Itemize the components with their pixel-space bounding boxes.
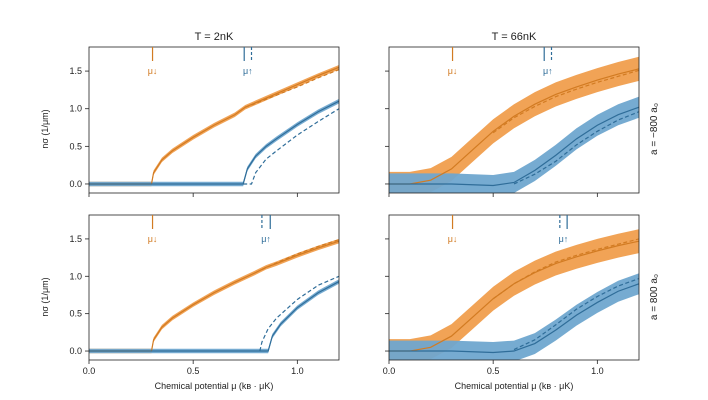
y-tick-label: 0.0: [69, 346, 82, 356]
y-tick-label: 1.0: [69, 104, 82, 114]
line-series-1-2: [89, 280, 339, 352]
dashed-line-series-1-3: [513, 277, 639, 351]
panel-bottom-right: μ↓ μ↑ 0.0 0.5 1.0: [383, 214, 640, 376]
marker-label-1: μ↑: [261, 234, 271, 244]
y-tick-label: 1.5: [69, 234, 82, 244]
dashed-line-series-0-1: [492, 238, 639, 300]
y-axis-label-bottom: nσ (1/μm): [40, 277, 50, 316]
dashed-line-series-1-3: [259, 275, 339, 352]
panel-frame: [388, 214, 640, 361]
x-axis-label-left: Chemical potential μ (kʙ · μK): [155, 381, 274, 391]
marker-label-1: μ↑: [243, 66, 253, 76]
marker-label-0: μ↓: [148, 234, 158, 244]
y-tick-label: 0.0: [69, 179, 82, 189]
band-series-1-2: [89, 279, 339, 354]
marker-label-0: μ↓: [448, 234, 458, 244]
line-series-1-2: [389, 106, 639, 187]
dashed-line-series-0-1: [245, 69, 339, 108]
panel-frame: [88, 214, 340, 361]
y-tick-label: 0.5: [69, 309, 82, 319]
marker-label-0: μ↓: [448, 66, 458, 76]
column-title-right: T = 66nK: [492, 31, 537, 43]
row-label-bottom: a = 800 a₀: [649, 274, 660, 320]
y-tick-label: 1.0: [69, 271, 82, 281]
x-tick-label: 1.0: [291, 366, 304, 376]
x-tick-label: 0.5: [487, 366, 500, 376]
panel-plot-area: [389, 229, 639, 360]
line-series-1-2: [89, 100, 339, 185]
row-label-top: a = −800 a₀: [649, 103, 660, 155]
marker-label-1: μ↑: [543, 66, 553, 76]
line-series-0-0: [389, 240, 639, 352]
band-series-1-2: [89, 98, 339, 187]
x-tick-label: 0.0: [383, 366, 396, 376]
panel-plot-area: [89, 238, 339, 354]
y-tick-label: 0.5: [69, 141, 82, 151]
panel-top-right: μ↓ μ↑: [385, 46, 640, 197]
line-series-0-0: [89, 66, 339, 185]
band-series-0-0: [389, 229, 639, 360]
x-tick-label: 0.5: [187, 366, 200, 376]
x-axis-label-right: Chemical potential μ (kʙ · μK): [455, 381, 574, 391]
line-series-0-0: [89, 240, 339, 352]
x-tick-label: 1.0: [591, 366, 604, 376]
panel-bottom-left: μ↓ μ↑ 0.0 0.5 1.0 1.5 0.0 0.5 1.0: [69, 214, 340, 376]
panel-plot-area: [389, 56, 639, 193]
y-axis-label-top: nσ (1/μm): [40, 109, 50, 148]
x-tick-label: 0.0: [83, 366, 96, 376]
dashed-line-series-1-3: [513, 111, 639, 185]
line-series-1-2: [389, 283, 639, 354]
panels: μ↓ μ↑0.00.51.01.5 μ↓ μ↑μ↓ μ↑0.00.51.01.50.0 0…: [69, 46, 640, 376]
band-series-0-0: [389, 56, 639, 193]
panel-frame: [388, 46, 640, 194]
line-series-0-0: [389, 68, 639, 185]
panel-frame: [88, 46, 340, 194]
band-series-0-0: [89, 238, 339, 354]
dashed-line-series-0-1: [261, 239, 339, 271]
dashed-line-series-1-3: [243, 108, 339, 185]
column-title-left: T = 2nK: [195, 31, 234, 43]
y-tick-label: 1.5: [69, 66, 82, 76]
marker-label-1: μ↑: [559, 234, 569, 244]
dashed-line-series-0-1: [492, 69, 639, 134]
marker-label-0: μ↓: [148, 66, 158, 76]
panel-plot-area: [89, 65, 339, 187]
panel-top-left: μ↓ μ↑ 0.0 0.5 1.0 1.5: [69, 46, 340, 197]
